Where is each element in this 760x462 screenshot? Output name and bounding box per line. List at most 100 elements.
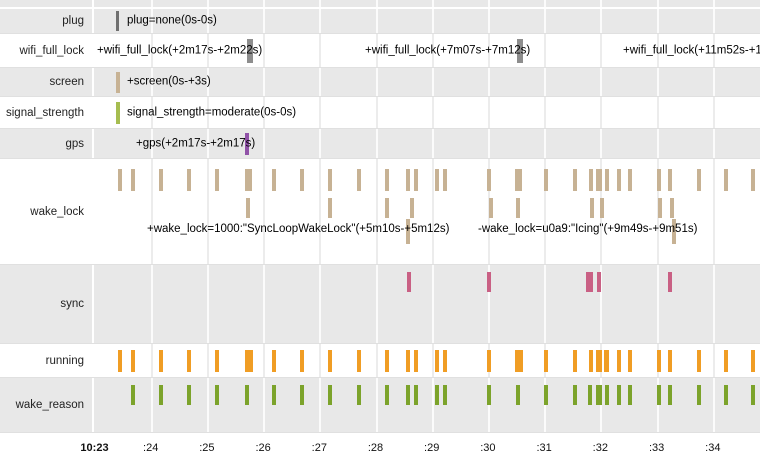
sync-bar[interactable]	[586, 272, 593, 292]
wake_lock-bar[interactable]	[751, 169, 755, 191]
wake_lock-bar[interactable]	[724, 169, 728, 191]
wake_lock-bar[interactable]	[159, 169, 163, 191]
running-bar[interactable]	[406, 350, 410, 372]
wake_reason-bar[interactable]	[657, 385, 661, 405]
running-bar[interactable]	[272, 350, 276, 372]
wake_lock-bar[interactable]	[118, 169, 122, 191]
wake_lock-bar[interactable]	[357, 169, 361, 191]
running-bar[interactable]	[435, 350, 439, 372]
wake_lock-bar[interactable]	[605, 169, 609, 191]
wifi_full_lock-bar[interactable]	[247, 39, 253, 63]
running-bar[interactable]	[628, 350, 632, 372]
wake_reason-bar[interactable]	[131, 385, 135, 405]
wake_reason-bar[interactable]	[628, 385, 632, 405]
wake_lock-bar[interactable]	[410, 198, 414, 218]
wake_reason-bar[interactable]	[605, 385, 609, 405]
running-bar[interactable]	[215, 350, 219, 372]
running-bar[interactable]	[385, 350, 389, 372]
wake_reason-bar[interactable]	[435, 385, 439, 405]
wake_lock-bar[interactable]	[489, 198, 493, 218]
wake_reason-bar[interactable]	[516, 385, 520, 405]
running-bar[interactable]	[131, 350, 135, 372]
running-bar[interactable]	[487, 350, 491, 372]
wake_lock-bar[interactable]	[589, 169, 593, 191]
running-bar[interactable]	[328, 350, 332, 372]
wake_reason-bar[interactable]	[215, 385, 219, 405]
running-bar[interactable]	[604, 350, 609, 372]
running-bar[interactable]	[697, 350, 701, 372]
wake_lock-bar[interactable]	[406, 169, 410, 191]
wake_reason-bar[interactable]	[724, 385, 728, 405]
screen-bar[interactable]	[116, 72, 120, 93]
running-bar[interactable]	[159, 350, 163, 372]
sync-bar[interactable]	[668, 272, 672, 292]
wake_reason-bar[interactable]	[159, 385, 163, 405]
running-bar[interactable]	[724, 350, 728, 372]
wake_lock-bar[interactable]	[328, 198, 332, 218]
wake_lock-bar[interactable]	[670, 198, 674, 218]
wake_lock-bar[interactable]	[443, 169, 447, 191]
wake_reason-bar[interactable]	[697, 385, 701, 405]
wake_lock-bar[interactable]	[487, 169, 491, 191]
wake_lock-bar[interactable]	[406, 219, 410, 244]
wake_lock-bar[interactable]	[300, 169, 304, 191]
running-bar[interactable]	[187, 350, 191, 372]
running-bar[interactable]	[357, 350, 361, 372]
sync-bar[interactable]	[407, 272, 411, 292]
wake_reason-bar[interactable]	[187, 385, 191, 405]
running-bar[interactable]	[657, 350, 661, 372]
wake_lock-bar[interactable]	[385, 198, 389, 218]
wake_lock-bar[interactable]	[272, 169, 276, 191]
wake_reason-bar[interactable]	[245, 385, 249, 405]
running-bar[interactable]	[515, 350, 523, 372]
running-bar[interactable]	[596, 350, 602, 372]
wake_reason-bar[interactable]	[751, 385, 755, 405]
running-bar[interactable]	[544, 350, 548, 372]
wake_lock-bar[interactable]	[246, 198, 250, 218]
wake_lock-bar[interactable]	[187, 169, 191, 191]
wake_reason-bar[interactable]	[544, 385, 548, 405]
running-bar[interactable]	[668, 350, 672, 372]
wake_lock-bar[interactable]	[628, 169, 632, 191]
wake_lock-bar[interactable]	[516, 198, 520, 218]
wake_lock-bar[interactable]	[573, 169, 577, 191]
wake_reason-bar[interactable]	[328, 385, 332, 405]
running-bar[interactable]	[573, 350, 577, 372]
running-bar[interactable]	[617, 350, 621, 372]
wake_reason-bar[interactable]	[668, 385, 672, 405]
gps-bar[interactable]	[245, 133, 249, 155]
wifi_full_lock-bar[interactable]	[517, 39, 523, 63]
wake_reason-bar[interactable]	[300, 385, 304, 405]
wake_reason-bar[interactable]	[443, 385, 447, 405]
wake_lock-bar[interactable]	[245, 169, 252, 191]
running-bar[interactable]	[300, 350, 304, 372]
running-bar[interactable]	[751, 350, 755, 372]
running-bar[interactable]	[414, 350, 418, 372]
wake_reason-bar[interactable]	[487, 385, 491, 405]
wake_lock-bar[interactable]	[385, 169, 389, 191]
wake_lock-bar[interactable]	[328, 169, 332, 191]
wake_reason-bar[interactable]	[385, 385, 389, 405]
wake_reason-bar[interactable]	[588, 385, 592, 405]
wake_reason-bar[interactable]	[272, 385, 276, 405]
wake_reason-bar[interactable]	[414, 385, 418, 405]
signal_strength-bar[interactable]	[116, 102, 120, 124]
running-bar[interactable]	[589, 350, 593, 372]
wake_lock-bar[interactable]	[668, 169, 672, 191]
sync-bar[interactable]	[597, 272, 601, 292]
wake_lock-bar[interactable]	[544, 169, 548, 191]
running-bar[interactable]	[118, 350, 122, 372]
wake_reason-bar[interactable]	[406, 385, 410, 405]
wake_lock-bar[interactable]	[414, 169, 418, 191]
wake_lock-bar[interactable]	[435, 169, 439, 191]
running-bar[interactable]	[443, 350, 447, 372]
wake_reason-bar[interactable]	[357, 385, 361, 405]
wake_lock-bar[interactable]	[596, 169, 602, 191]
wake_lock-bar[interactable]	[658, 198, 662, 218]
wake_reason-bar[interactable]	[573, 385, 577, 405]
wake_reason-bar[interactable]	[617, 385, 621, 405]
plug-bar[interactable]	[116, 11, 119, 31]
wake_lock-bar[interactable]	[672, 219, 676, 244]
sync-bar[interactable]	[487, 272, 491, 292]
wake_lock-bar[interactable]	[617, 169, 621, 191]
